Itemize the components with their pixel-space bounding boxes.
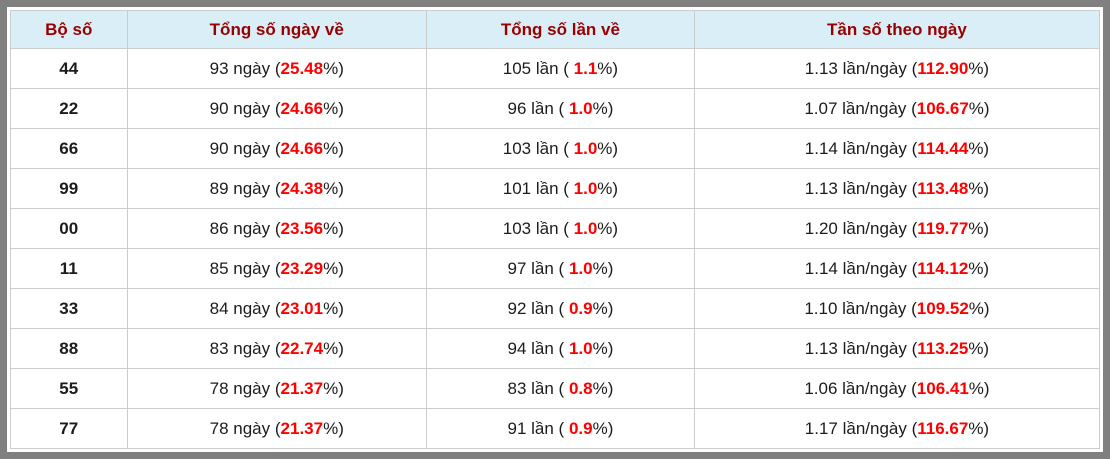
table-body: 44 93 ngày (25.48%) 105 lần ( 1.1%) 1.13 lầ… xyxy=(10,48,1101,449)
cell-pair: 77 xyxy=(10,408,128,449)
table-row: 33 84 ngày (23.01%) 92 lần ( 0.9%) 1.10 lần… xyxy=(10,288,1101,329)
cell-total-times: 105 lần ( 1.1%) xyxy=(425,48,695,89)
column-header-pair: Bộ số xyxy=(10,10,128,49)
cell-total-times: 103 lần ( 1.0%) xyxy=(425,128,695,169)
cell-total-days: 89 ngày (24.38%) xyxy=(126,168,427,209)
cell-pair: 88 xyxy=(10,328,128,369)
cell-total-days: 78 ngày (21.37%) xyxy=(126,408,427,449)
table-row: 11 85 ngày (23.29%) 97 lần ( 1.0%) 1.14 lần… xyxy=(10,248,1101,289)
lottery-pair-stats-table: Bộ số Tổng số ngày về Tổng số lần về Tần… xyxy=(10,10,1101,449)
table-row: 00 86 ngày (23.56%) 103 lần ( 1.0%) 1.20 lầ… xyxy=(10,208,1101,249)
cell-pair: 22 xyxy=(10,88,128,129)
cell-total-days: 83 ngày (22.74%) xyxy=(126,328,427,369)
cell-total-times: 92 lần ( 0.9%) xyxy=(425,288,695,329)
cell-total-days: 93 ngày (25.48%) xyxy=(126,48,427,89)
cell-total-times: 97 lần ( 1.0%) xyxy=(425,248,695,289)
table-header: Bộ số Tổng số ngày về Tổng số lần về Tần… xyxy=(10,10,1101,49)
cell-frequency: 1.14 lần/ngày (114.44%) xyxy=(693,128,1101,169)
cell-total-days: 85 ngày (23.29%) xyxy=(126,248,427,289)
table-row: 66 90 ngày (24.66%) 103 lần ( 1.0%) 1.14 lầ… xyxy=(10,128,1101,169)
cell-frequency: 1.13 lần/ngày (113.25%) xyxy=(693,328,1101,369)
cell-total-days: 90 ngày (24.66%) xyxy=(126,88,427,129)
cell-total-days: 90 ngày (24.66%) xyxy=(126,128,427,169)
cell-total-days: 86 ngày (23.56%) xyxy=(126,208,427,249)
column-header-frequency-per-day: Tần số theo ngày xyxy=(693,10,1101,49)
cell-pair: 11 xyxy=(10,248,128,289)
cell-frequency: 1.17 lần/ngày (116.67%) xyxy=(693,408,1101,449)
cell-pair: 44 xyxy=(10,48,128,89)
cell-pair: 99 xyxy=(10,168,128,209)
cell-frequency: 1.20 lần/ngày (119.77%) xyxy=(693,208,1101,249)
cell-pair: 00 xyxy=(10,208,128,249)
column-header-total-times: Tổng số lần về xyxy=(425,10,695,49)
cell-pair: 66 xyxy=(10,128,128,169)
cell-total-times: 103 lần ( 1.0%) xyxy=(425,208,695,249)
column-header-total-days: Tổng số ngày về xyxy=(126,10,427,49)
table-row: 77 78 ngày (21.37%) 91 lần ( 0.9%) 1.17 lần… xyxy=(10,408,1101,449)
table-row: 99 89 ngày (24.38%) 101 lần ( 1.0%) 1.13 lầ… xyxy=(10,168,1101,209)
cell-frequency: 1.07 lần/ngày (106.67%) xyxy=(693,88,1101,129)
cell-frequency: 1.13 lần/ngày (113.48%) xyxy=(693,168,1101,209)
cell-frequency: 1.10 lần/ngày (109.52%) xyxy=(693,288,1101,329)
cell-frequency: 1.06 lần/ngày (106.41%) xyxy=(693,368,1101,409)
cell-frequency: 1.13 lần/ngày (112.90%) xyxy=(693,48,1101,89)
cell-frequency: 1.14 lần/ngày (114.12%) xyxy=(693,248,1101,289)
table-row: 55 78 ngày (21.37%) 83 lần ( 0.8%) 1.06 lần… xyxy=(10,368,1101,409)
cell-total-days: 78 ngày (21.37%) xyxy=(126,368,427,409)
cell-total-times: 96 lần ( 1.0%) xyxy=(425,88,695,129)
cell-pair: 33 xyxy=(10,288,128,329)
cell-pair: 55 xyxy=(10,368,128,409)
cell-total-days: 84 ngày (23.01%) xyxy=(126,288,427,329)
header-row: Bộ số Tổng số ngày về Tổng số lần về Tần… xyxy=(10,10,1101,49)
table-row: 88 83 ngày (22.74%) 94 lần ( 1.0%) 1.13 lần… xyxy=(10,328,1101,369)
cell-total-times: 94 lần ( 1.0%) xyxy=(425,328,695,369)
cell-total-times: 83 lần ( 0.8%) xyxy=(425,368,695,409)
cell-total-times: 91 lần ( 0.9%) xyxy=(425,408,695,449)
table-row: 44 93 ngày (25.48%) 105 lần ( 1.1%) 1.13 lầ… xyxy=(10,48,1101,89)
table-row: 22 90 ngày (24.66%) 96 lần ( 1.0%) 1.07 lần… xyxy=(10,88,1101,129)
cell-total-times: 101 lần ( 1.0%) xyxy=(425,168,695,209)
